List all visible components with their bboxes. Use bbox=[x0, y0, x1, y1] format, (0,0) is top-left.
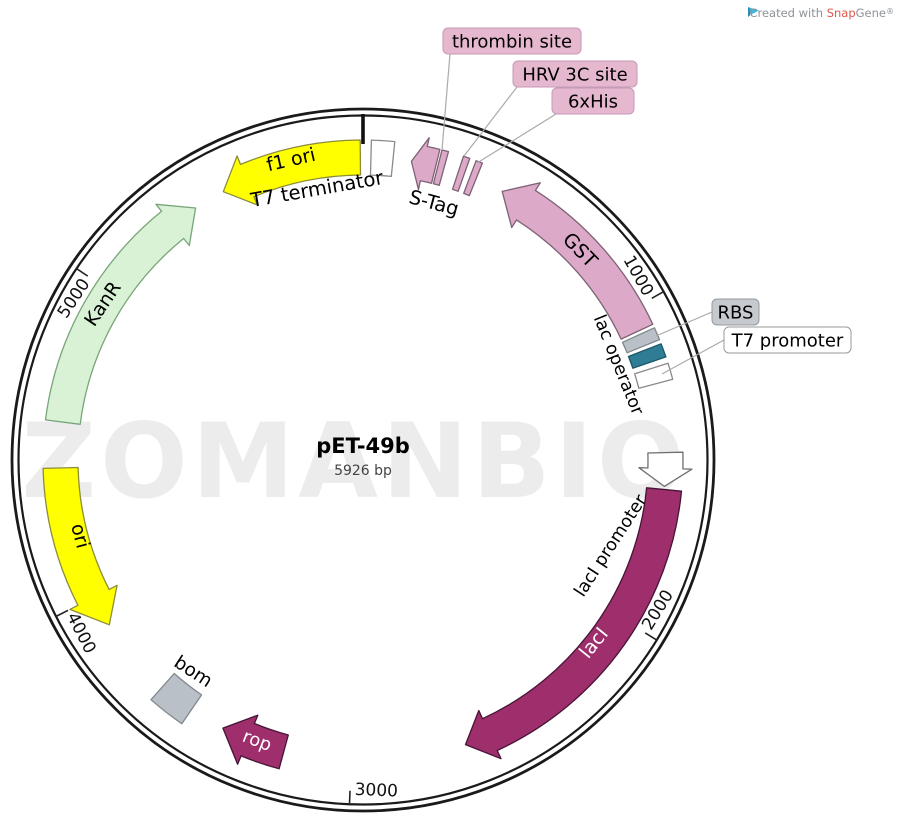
feature-6xhis bbox=[463, 160, 484, 197]
plasmid-size: 5926 bp bbox=[334, 463, 392, 479]
snapgene-logo-icon bbox=[748, 7, 759, 15]
feature-t7-promoter bbox=[634, 362, 674, 389]
callout-box-t7-promoter bbox=[723, 326, 852, 354]
snapgene-credit-text: Created with SnapGene® bbox=[749, 6, 894, 20]
tick-2000 bbox=[644, 632, 659, 642]
feature-f1-ori bbox=[222, 139, 362, 206]
feature-bom bbox=[150, 672, 203, 725]
callout-label-t7-promoter: T7 promoter bbox=[731, 331, 844, 352]
snapgene-logo-icon-accent bbox=[748, 7, 750, 17]
feature-hrv-3c-site bbox=[451, 155, 471, 192]
feature-label-s-tag: S-Tag bbox=[407, 185, 462, 220]
callout-label-hrv-3c-site: HRV 3C site bbox=[522, 65, 627, 86]
callout-box-hrv-3c-site bbox=[512, 60, 638, 88]
callouts-layer: thrombin site HRV 3C site 6xHis RBS T7 promo… bbox=[441, 27, 852, 375]
feature-gst bbox=[501, 182, 654, 340]
leader-rbs bbox=[655, 311, 713, 337]
watermark: ZOMANBIO bbox=[21, 402, 688, 522]
leader-t7-promoter bbox=[661, 339, 725, 375]
feature-rop bbox=[222, 714, 289, 770]
tick-label-3000: 3000 bbox=[354, 780, 398, 802]
tick-4000 bbox=[54, 609, 69, 618]
backbone-outer-ring bbox=[10, 107, 716, 813]
tick-5000 bbox=[75, 267, 89, 277]
feature-t7-terminator bbox=[369, 139, 396, 178]
feature-s-tag bbox=[410, 137, 441, 191]
feature-kanr bbox=[44, 203, 197, 425]
tick-1000 bbox=[651, 290, 665, 299]
feature-rbs bbox=[621, 327, 661, 354]
plasmid-name: pET-49b bbox=[316, 434, 410, 458]
leader-thrombin-site bbox=[441, 53, 451, 151]
feature-lacI-promoter bbox=[638, 451, 693, 488]
feature-thrombin-site bbox=[432, 149, 450, 187]
callout-label-thrombin-site: thrombin site bbox=[452, 32, 572, 53]
features-layer bbox=[42, 137, 693, 770]
callout-box-6xhis bbox=[551, 87, 635, 115]
callout-label-rbs: RBS bbox=[718, 303, 754, 324]
callout-box-rbs bbox=[711, 298, 760, 326]
feature-ori bbox=[42, 466, 118, 626]
leader-6xhis bbox=[476, 113, 557, 164]
callout-box-thrombin-site bbox=[442, 27, 582, 55]
tick-3000 bbox=[348, 790, 351, 806]
leader-hrv-3c-site bbox=[463, 86, 518, 157]
snapgene-credit: Created with SnapGene® bbox=[748, 6, 894, 20]
callout-label-6xhis: 6xHis bbox=[568, 92, 618, 113]
feature-lacI bbox=[464, 487, 683, 760]
feature-lac-operator bbox=[627, 343, 667, 369]
